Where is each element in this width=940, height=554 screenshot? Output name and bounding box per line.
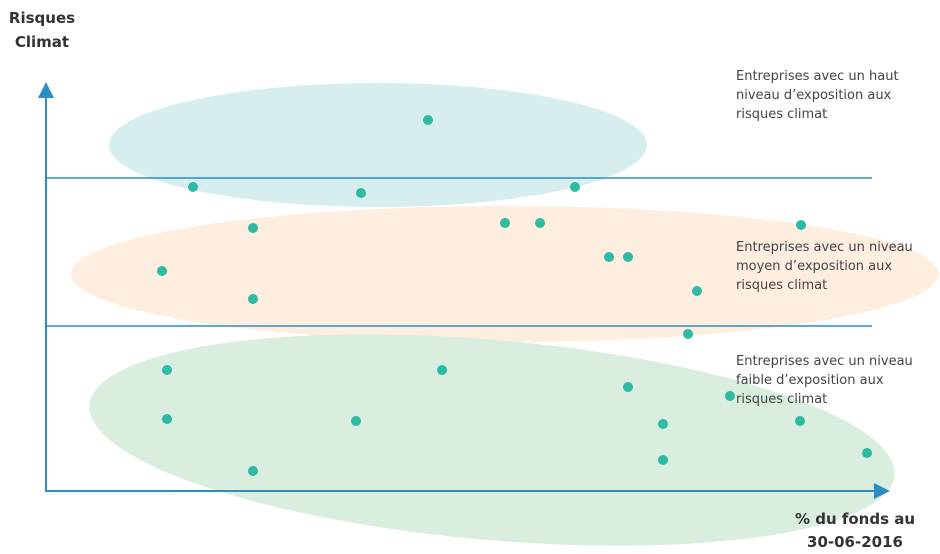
data-point — [423, 115, 433, 125]
data-point — [623, 382, 633, 392]
data-point — [658, 419, 668, 429]
data-point — [623, 252, 633, 262]
data-point — [248, 294, 258, 304]
data-point — [188, 182, 198, 192]
data-point — [796, 220, 806, 230]
data-point — [658, 455, 668, 465]
data-point — [248, 223, 258, 233]
data-point — [162, 414, 172, 424]
data-point — [157, 266, 167, 276]
data-point — [248, 466, 258, 476]
data-point — [570, 182, 580, 192]
data-point — [162, 365, 172, 375]
data-point — [437, 365, 447, 375]
data-point — [692, 286, 702, 296]
zone-label-low: Entreprises avec un niveau faible d’expo… — [736, 354, 913, 407]
zone-medium-ellipse — [71, 206, 939, 342]
x-axis-arrow-icon — [874, 483, 890, 499]
data-point — [795, 416, 805, 426]
data-point — [725, 391, 735, 401]
zone-high-ellipse — [109, 83, 647, 207]
data-point — [356, 188, 366, 198]
data-point — [604, 252, 614, 262]
y-axis-label: Risques Climat — [8, 9, 76, 51]
zone-label-medium: Entreprises avec un niveau moyen d’expos… — [736, 240, 913, 293]
zone-low-ellipse — [89, 334, 895, 546]
data-point — [862, 448, 872, 458]
data-point — [683, 329, 693, 339]
data-point — [535, 218, 545, 228]
x-axis-label: % du fonds au 30-06-2016 — [794, 510, 916, 551]
data-point — [351, 416, 361, 426]
y-axis-arrow-icon — [38, 82, 54, 98]
zone-label-high: Entreprises avec un haut niveau d’exposi… — [736, 69, 899, 122]
data-point — [500, 218, 510, 228]
